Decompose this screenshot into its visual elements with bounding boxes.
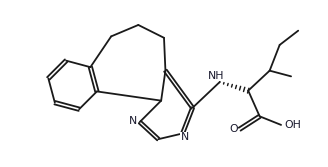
Text: N: N <box>129 116 137 126</box>
Text: N: N <box>181 132 189 142</box>
Text: NH: NH <box>208 71 224 81</box>
Text: O: O <box>229 124 238 134</box>
Text: OH: OH <box>284 120 301 130</box>
